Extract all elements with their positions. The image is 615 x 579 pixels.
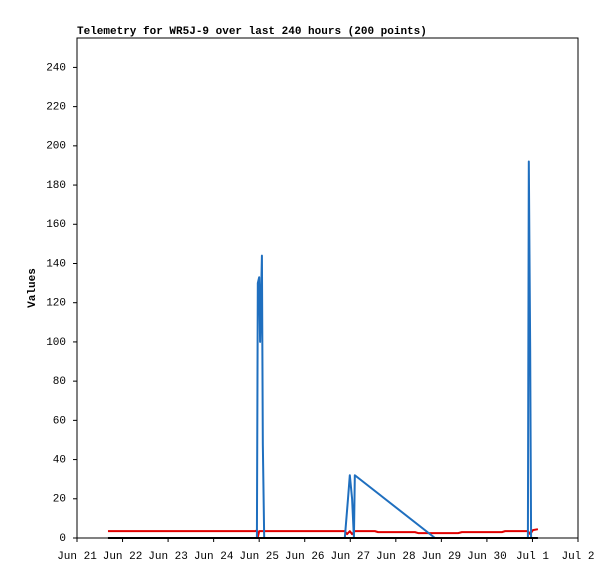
- x-tick-label: Jun 24: [194, 551, 234, 563]
- y-tick-label: 200: [46, 141, 66, 153]
- x-tick-label: Jun 21: [57, 551, 97, 563]
- y-tick-label: 20: [53, 494, 66, 506]
- y-tick-label: 220: [46, 102, 66, 114]
- x-tick-label: Jun 28: [376, 551, 416, 563]
- chart-title: Telemetry for WR5J-9 over last 240 hours…: [77, 26, 427, 38]
- x-tick-label: Jun 27: [330, 551, 370, 563]
- y-tick-label: 80: [53, 376, 66, 388]
- x-tick-label: Jul 1: [516, 551, 549, 563]
- y-tick-label: 60: [53, 415, 66, 427]
- y-tick-label: 40: [53, 454, 66, 466]
- y-tick-label: 160: [46, 219, 66, 231]
- y-tick-label: 240: [46, 62, 66, 74]
- x-tick-label: Jun 25: [239, 551, 279, 563]
- x-tick-label: Jun 22: [103, 551, 143, 563]
- series-line: [107, 528, 539, 539]
- y-axis-label: Values: [27, 268, 39, 308]
- y-tick-label: 120: [46, 298, 66, 310]
- x-tick-label: Jun 30: [467, 551, 507, 563]
- x-tick-label: Jul 2: [561, 551, 594, 563]
- series-line: [107, 160, 538, 539]
- y-tick-label: 100: [46, 337, 66, 349]
- x-tick-label: Jun 26: [285, 551, 325, 563]
- x-tick-label: Jun 29: [422, 551, 462, 563]
- y-tick-label: 180: [46, 180, 66, 192]
- y-tick-label: 140: [46, 258, 66, 270]
- plot-frame: [76, 37, 579, 539]
- y-tick-label: 0: [59, 533, 66, 545]
- x-tick-label: Jun 23: [148, 551, 188, 563]
